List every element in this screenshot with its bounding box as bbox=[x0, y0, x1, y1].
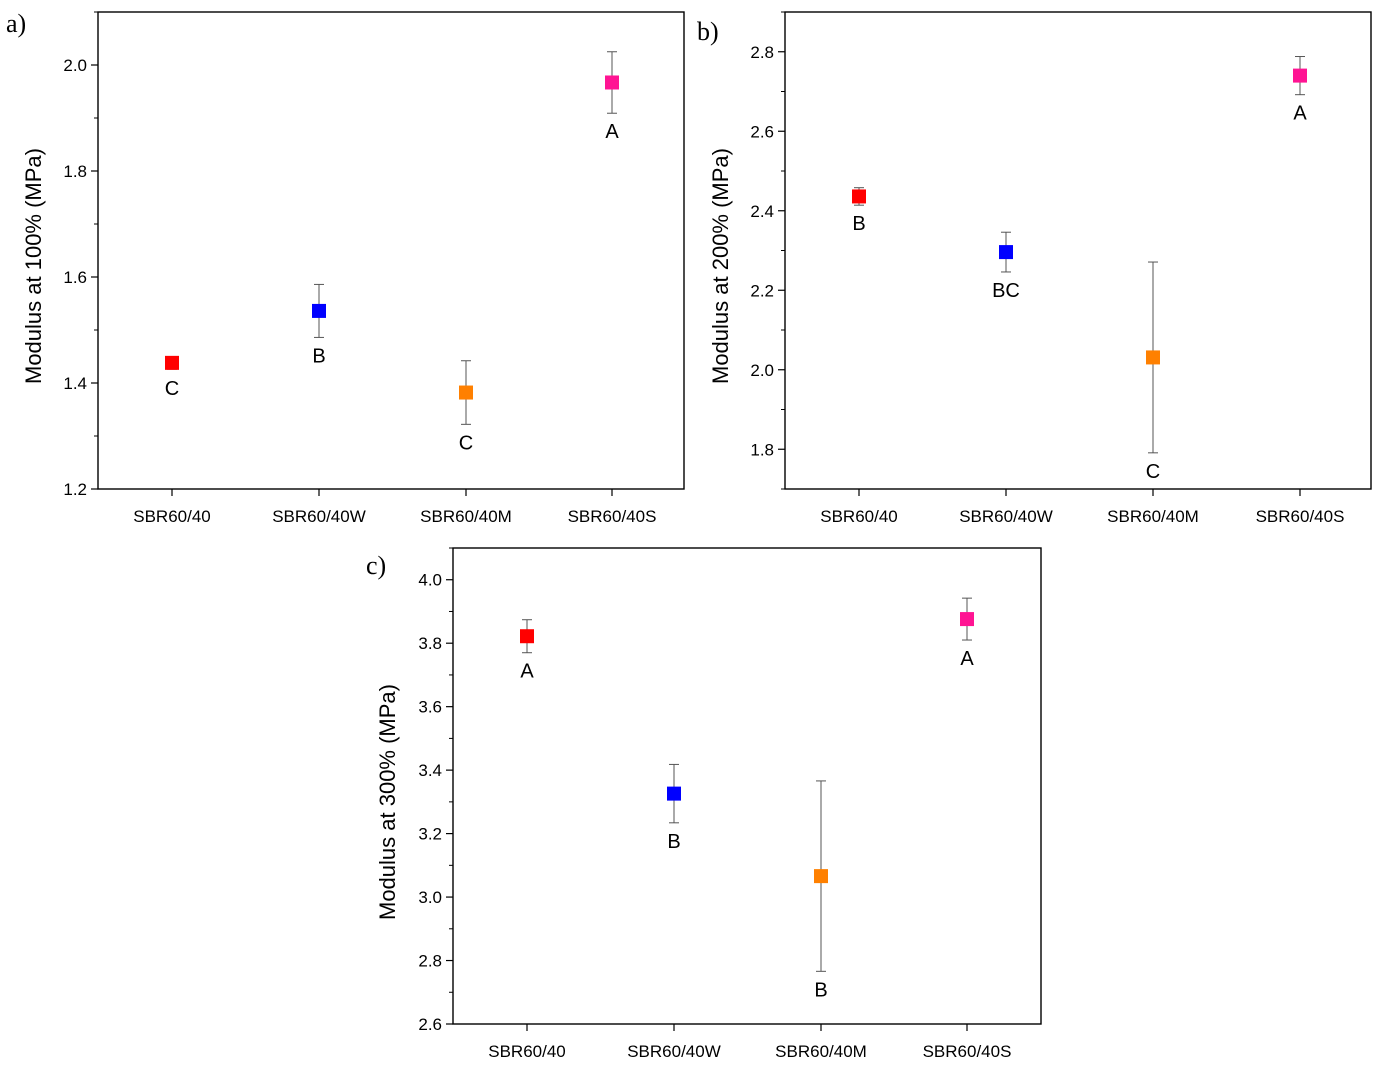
plot-frame bbox=[784, 11, 1372, 490]
data-point bbox=[667, 786, 681, 801]
x-tick-label: SBR60/40S bbox=[1256, 507, 1345, 526]
plot-area: 1.2 1.4 1.6 1.8 2.0 SBR60/40 SBR60/40W SBR60/40… bbox=[63, 11, 685, 526]
y-tick-label: 1.2 bbox=[63, 480, 87, 499]
group-label: A bbox=[605, 121, 619, 143]
data-point bbox=[605, 75, 619, 90]
x-tick-label: SBR60/40M bbox=[775, 1042, 867, 1061]
y-axis-title: Modulus at 200% (MPa) bbox=[708, 148, 733, 384]
group-label: BC bbox=[992, 280, 1020, 302]
data-point bbox=[960, 612, 974, 627]
y-axis-title: Modulus at 300% (MPa) bbox=[375, 684, 400, 920]
group-label: A bbox=[1293, 103, 1307, 125]
y-tick-label: 3.6 bbox=[418, 698, 442, 717]
data-point bbox=[459, 385, 473, 400]
data-point bbox=[852, 189, 866, 204]
y-tick-label: 1.8 bbox=[750, 440, 774, 459]
x-tick-label: SBR60/40M bbox=[420, 507, 512, 526]
group-label: C bbox=[459, 432, 473, 454]
data-point bbox=[814, 869, 828, 884]
y-tick-label: 3.2 bbox=[418, 825, 442, 844]
y-tick-label: 4.0 bbox=[418, 571, 442, 590]
y-tick-label: 2.6 bbox=[750, 122, 774, 141]
group-label: B bbox=[312, 345, 325, 367]
x-tick-label: SBR60/40 bbox=[488, 1042, 566, 1061]
y-tick-label: 2.4 bbox=[750, 202, 774, 221]
y-tick-label: 1.4 bbox=[63, 374, 87, 393]
group-label: B bbox=[814, 979, 827, 1001]
plot-area: 2.6 2.8 3.0 3.2 3.4 3.6 3.8 4.0 SBR60/40 SBR60/40… bbox=[418, 547, 1042, 1061]
group-label: B bbox=[852, 213, 865, 235]
x-tick-label: SBR60/40W bbox=[272, 507, 366, 526]
group-label: C bbox=[165, 378, 179, 400]
plot-frame bbox=[97, 11, 685, 490]
group-label: B bbox=[667, 831, 680, 853]
y-tick-label: 2.6 bbox=[418, 1015, 442, 1034]
y-tick-label: 3.8 bbox=[418, 634, 442, 653]
y-tick-label: 2.0 bbox=[63, 56, 87, 75]
data-point bbox=[312, 303, 326, 318]
plot-frame bbox=[452, 547, 1042, 1025]
data-point bbox=[165, 355, 179, 370]
x-tick-label: SBR60/40W bbox=[959, 507, 1053, 526]
x-tick-label: SBR60/40S bbox=[923, 1042, 1012, 1061]
x-tick-label: SBR60/40 bbox=[133, 507, 211, 526]
panel-letter: a) bbox=[6, 9, 26, 38]
panel-c: c) Modulus at 300% (MPa) 2.6 2.8 3.0 3.2 3.4… bbox=[366, 547, 1042, 1061]
x-tick-label: SBR60/40 bbox=[820, 507, 898, 526]
group-label: A bbox=[520, 661, 534, 683]
y-tick-label: 3.4 bbox=[418, 761, 442, 780]
group-label: A bbox=[960, 648, 974, 670]
y-tick-label: 1.6 bbox=[63, 268, 87, 287]
plot-area: 1.8 2.0 2.2 2.4 2.6 2.8 SBR60/40 SBR60/40W SBR60… bbox=[750, 11, 1372, 526]
data-point bbox=[1293, 68, 1307, 83]
data-point bbox=[999, 245, 1013, 260]
x-tick-label: SBR60/40W bbox=[627, 1042, 721, 1061]
x-tick-label: SBR60/40S bbox=[568, 507, 657, 526]
y-tick-label: 1.8 bbox=[63, 162, 87, 181]
y-tick-label: 2.8 bbox=[750, 43, 774, 62]
y-tick-label: 3.0 bbox=[418, 888, 442, 907]
panel-letter: c) bbox=[366, 551, 386, 580]
y-tick-label: 2.0 bbox=[750, 361, 774, 380]
panel-letter: b) bbox=[697, 17, 719, 46]
panel-a: a) Modulus at 100% (MPa) 1.2 1.4 1.6 1.8 2.0… bbox=[6, 9, 685, 526]
data-point bbox=[520, 629, 534, 644]
x-tick-label: SBR60/40M bbox=[1107, 507, 1199, 526]
data-point bbox=[1146, 350, 1160, 365]
group-label: C bbox=[1146, 461, 1160, 483]
y-tick-label: 2.8 bbox=[418, 952, 442, 971]
y-tick-label: 2.2 bbox=[750, 281, 774, 300]
panel-b: b) Modulus at 200% (MPa) 1.8 2.0 2.2 2.4 2.6… bbox=[697, 11, 1372, 526]
y-axis-title: Modulus at 100% (MPa) bbox=[21, 148, 46, 384]
